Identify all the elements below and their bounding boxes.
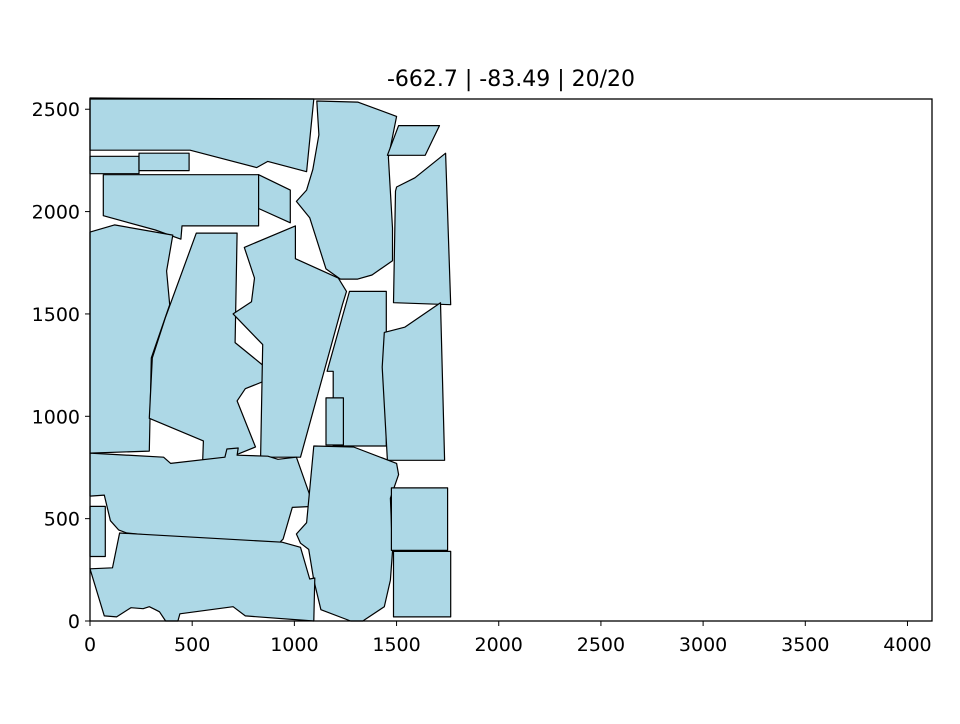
polygon-17	[390, 487, 449, 552]
x-tick-label: 2000	[475, 634, 523, 656]
polygon-2	[89, 155, 140, 175]
x-tick-label: 4000	[883, 634, 931, 656]
x-tick-label: 3500	[781, 634, 829, 656]
polygon-layer	[89, 97, 452, 622]
polygon-11	[232, 225, 348, 458]
y-tick-label: 500	[44, 509, 80, 531]
x-axis: 0 500 1000 1500 2000 2500 3000 3500 4000	[84, 621, 932, 656]
y-tick-label: 2500	[32, 99, 80, 121]
y-axis: 0 500 1000 1500 2000 2500	[32, 99, 90, 633]
polygon-10	[148, 232, 267, 470]
polygon-6	[295, 100, 398, 280]
polygon-19	[89, 505, 106, 558]
polygon-5	[258, 174, 291, 224]
y-tick-label: 1000	[32, 406, 80, 428]
x-tick-label: 500	[174, 634, 210, 656]
x-tick-label: 1500	[372, 634, 420, 656]
polygon-18	[392, 550, 452, 618]
polygon-3	[138, 152, 190, 172]
y-tick-label: 1500	[32, 304, 80, 326]
x-tick-label: 3000	[679, 634, 727, 656]
polygon-8	[392, 152, 452, 306]
y-tick-label: 0	[68, 611, 80, 633]
polygon-14	[381, 302, 446, 461]
x-tick-label: 0	[84, 634, 96, 656]
polygon-15	[89, 447, 315, 544]
y-tick-label: 2000	[32, 202, 80, 224]
polygon-7	[386, 124, 441, 156]
x-tick-label: 2500	[577, 634, 625, 656]
polygon-13	[325, 397, 344, 446]
chart-title: -662.7 | -83.49 | 20/20	[387, 67, 635, 92]
polygon-20	[89, 532, 316, 622]
plot-frame	[89, 98, 933, 622]
x-tick-label: 1000	[270, 634, 318, 656]
polygon-1	[89, 97, 315, 173]
